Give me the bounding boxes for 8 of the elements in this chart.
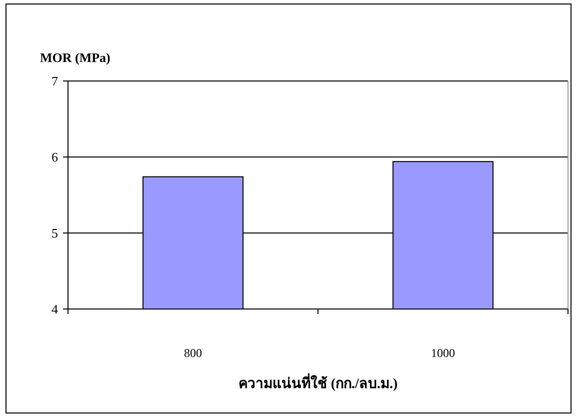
y-tick-label: 5 xyxy=(52,226,58,241)
x-axis-title: ความแน่นที่ใช้ (กก./ลบ.ม.) xyxy=(238,373,398,392)
y-axis-title: MOR (MPa) xyxy=(40,50,110,65)
y-tick-label: 4 xyxy=(52,302,58,317)
x-tick-label: 1000 xyxy=(431,346,455,360)
y-tick-label: 6 xyxy=(52,150,58,165)
x-tick-label: 800 xyxy=(184,346,202,360)
y-tick-label: 7 xyxy=(52,74,58,89)
